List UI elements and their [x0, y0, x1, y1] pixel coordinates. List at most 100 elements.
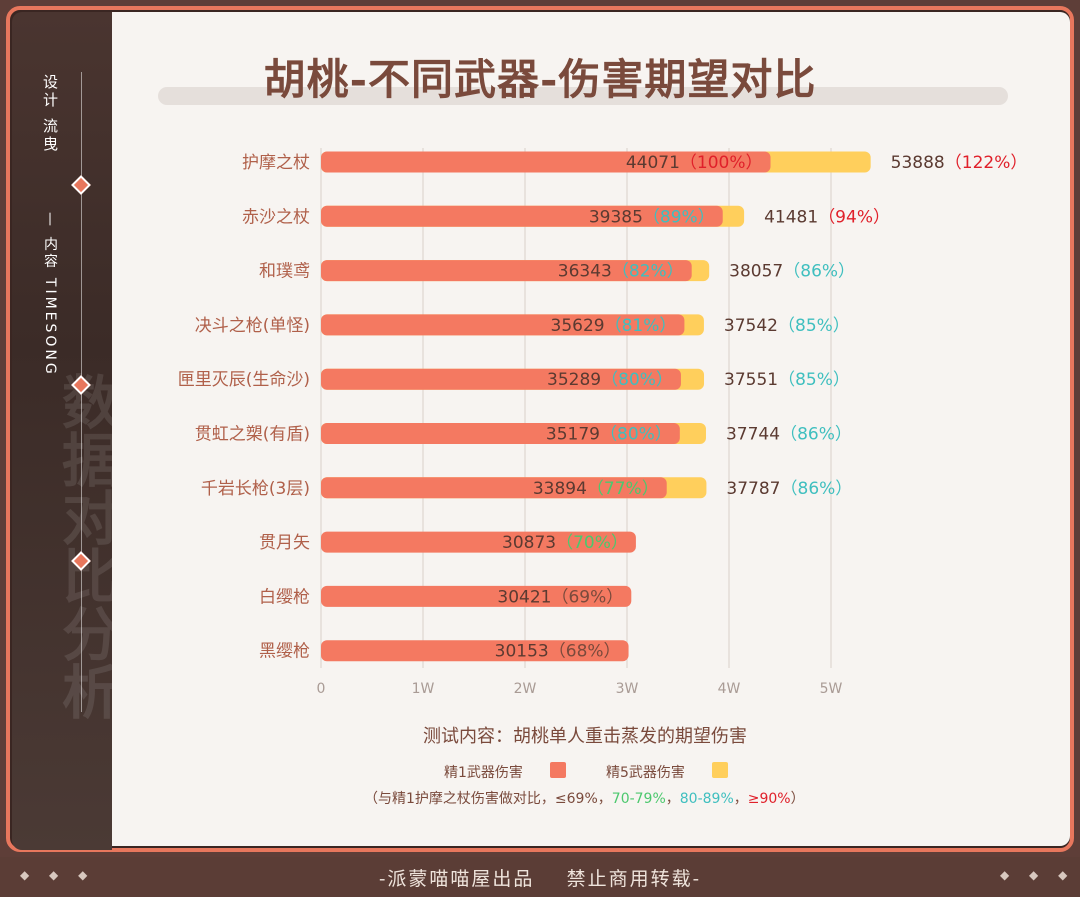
- footer-dots-left: ◆ ◆ ◆: [20, 868, 96, 882]
- r1-data-label: 39385（89%）: [589, 207, 715, 227]
- r1-value: 35179: [546, 425, 600, 445]
- x-tick-label: 1W: [412, 681, 435, 697]
- r5-percent: （85%）: [778, 316, 850, 336]
- r1-value: 36343: [558, 262, 612, 282]
- r1-data-label: 33894（77%）: [533, 479, 659, 499]
- r1-percent: （100%）: [680, 153, 763, 173]
- r1-value: 39385: [589, 207, 643, 227]
- legend-r1-swatch: [550, 762, 566, 778]
- note-ge90: ≥90%: [747, 791, 791, 807]
- category-label: 赤沙之杖: [242, 207, 310, 227]
- category-label: 白缨枪: [259, 587, 310, 607]
- r1-value: 35629: [551, 316, 605, 336]
- x-tick-label: 2W: [514, 681, 537, 697]
- r5-percent: （122%）: [945, 153, 1028, 173]
- legend-r5-label: 精5武器伤害: [606, 765, 685, 781]
- bar-r1: [321, 477, 667, 499]
- r1-value: 30153: [495, 642, 549, 662]
- r1-data-label: 35179（80%）: [546, 425, 672, 445]
- x-tick-label: 4W: [718, 681, 741, 697]
- chart-subtitle: 测试内容：胡桃单人重击蒸发的期望伤害: [423, 726, 747, 747]
- r1-percent: （77%）: [587, 479, 659, 499]
- r1-data-label: 36343（82%）: [558, 262, 684, 282]
- r5-percent: （86%）: [781, 479, 853, 499]
- r5-data-label: 38057（86%）: [729, 262, 855, 282]
- bar-r1: [321, 260, 692, 282]
- r5-data-label: 37551（85%）: [724, 370, 850, 390]
- category-label: 和璞鸢: [259, 262, 310, 282]
- r1-percent: （80%）: [600, 425, 672, 445]
- r1-percent: （89%）: [643, 207, 715, 227]
- r1-data-label: 30153（68%）: [495, 642, 621, 662]
- note-sep: ，: [665, 791, 680, 807]
- r5-value: 41481: [764, 207, 818, 227]
- note-80-89: 80-89%: [679, 791, 734, 807]
- x-tick-label: 0: [317, 681, 326, 697]
- category-label: 匣里灭辰(生命沙): [178, 370, 310, 390]
- r5-value: 38057: [729, 262, 783, 282]
- r1-data-label: 35629（81%）: [551, 316, 677, 336]
- r1-data-label: 35289（80%）: [547, 370, 673, 390]
- bar-r1: [321, 585, 632, 607]
- title-underline: [158, 87, 1008, 105]
- r1-data-label: 30873（70%）: [502, 533, 628, 553]
- r1-value: 30421: [497, 587, 551, 607]
- r1-percent: （81%）: [605, 316, 677, 336]
- r5-data-label: 37787（86%）: [726, 479, 852, 499]
- note-le69: ≤69%: [554, 791, 598, 807]
- note-70-79: 70-79%: [611, 791, 666, 807]
- category-label: 护摩之杖: [242, 153, 310, 173]
- r1-percent: （68%）: [549, 642, 621, 662]
- category-label: 决斗之枪(单怪): [195, 316, 310, 336]
- chart-title: 胡桃-不同武器-伤害期望对比: [263, 55, 817, 104]
- r5-value: 53888: [891, 153, 945, 173]
- r1-percent: （70%）: [556, 533, 628, 553]
- note-sep: ，: [597, 791, 612, 807]
- r1-data-label: 30421（69%）: [497, 587, 623, 607]
- x-tick-label: 5W: [820, 681, 843, 697]
- r1-percent: （80%）: [601, 370, 673, 390]
- designer-credit: 设计 流曳: [41, 74, 59, 154]
- note-suffix: ）: [790, 791, 805, 807]
- x-tick-label: 3W: [616, 681, 639, 697]
- r5-value: 37551: [724, 370, 778, 390]
- footer-dots-right: ◆ ◆ ◆: [1000, 868, 1076, 882]
- r1-value: 30873: [502, 533, 556, 553]
- r1-percent: （82%）: [612, 262, 684, 282]
- r5-percent: （86%）: [783, 262, 855, 282]
- note-prefix: （与精1护摩之杖伤害做对比，: [364, 791, 555, 807]
- bar-r1: [321, 531, 636, 553]
- r5-data-label: 37744（86%）: [726, 425, 852, 445]
- r5-percent: （85%）: [778, 370, 850, 390]
- r5-value: 37744: [726, 425, 780, 445]
- r5-data-label: 41481（94%）: [764, 207, 890, 227]
- r1-value: 35289: [547, 370, 601, 390]
- r1-value: 44071: [626, 153, 680, 173]
- r5-percent: （86%）: [780, 425, 852, 445]
- bar-r1: [321, 151, 771, 173]
- r5-data-label: 37542（85%）: [724, 316, 850, 336]
- r1-value: 33894: [533, 479, 587, 499]
- side-panel: 数据对比分析 设计 流曳 — 内容 TIMESONG: [12, 12, 112, 850]
- legend-r5-swatch: [712, 762, 728, 778]
- category-label: 贯月矢: [259, 533, 310, 553]
- footer-bar: [0, 857, 1080, 897]
- bar-r1: [321, 205, 723, 227]
- note-sep: ，: [733, 791, 748, 807]
- legend-note: （与精1护摩之杖伤害做对比，≤69%，70-79%，80-89%，≥90%）: [364, 788, 805, 808]
- content-credit: — 内容 TIMESONG: [42, 212, 58, 377]
- bar-r1: [321, 314, 685, 336]
- side-deco-text: 数据对比分析: [52, 372, 112, 720]
- r1-data-label: 44071（100%）: [626, 153, 763, 173]
- r5-value: 37542: [724, 316, 778, 336]
- bar-r1: [321, 423, 680, 444]
- r5-percent: （94%）: [818, 207, 890, 227]
- bar-r1: [321, 640, 629, 662]
- legend-r1-label: 精1武器伤害: [444, 765, 523, 781]
- r1-percent: （69%）: [551, 587, 623, 607]
- category-label: 贯虹之槊(有盾): [195, 425, 310, 445]
- footer-text: -派蒙喵喵屋出品 禁止商用转载-: [379, 868, 701, 890]
- category-label: 黑缨枪: [259, 642, 310, 662]
- bar-r1: [321, 368, 681, 390]
